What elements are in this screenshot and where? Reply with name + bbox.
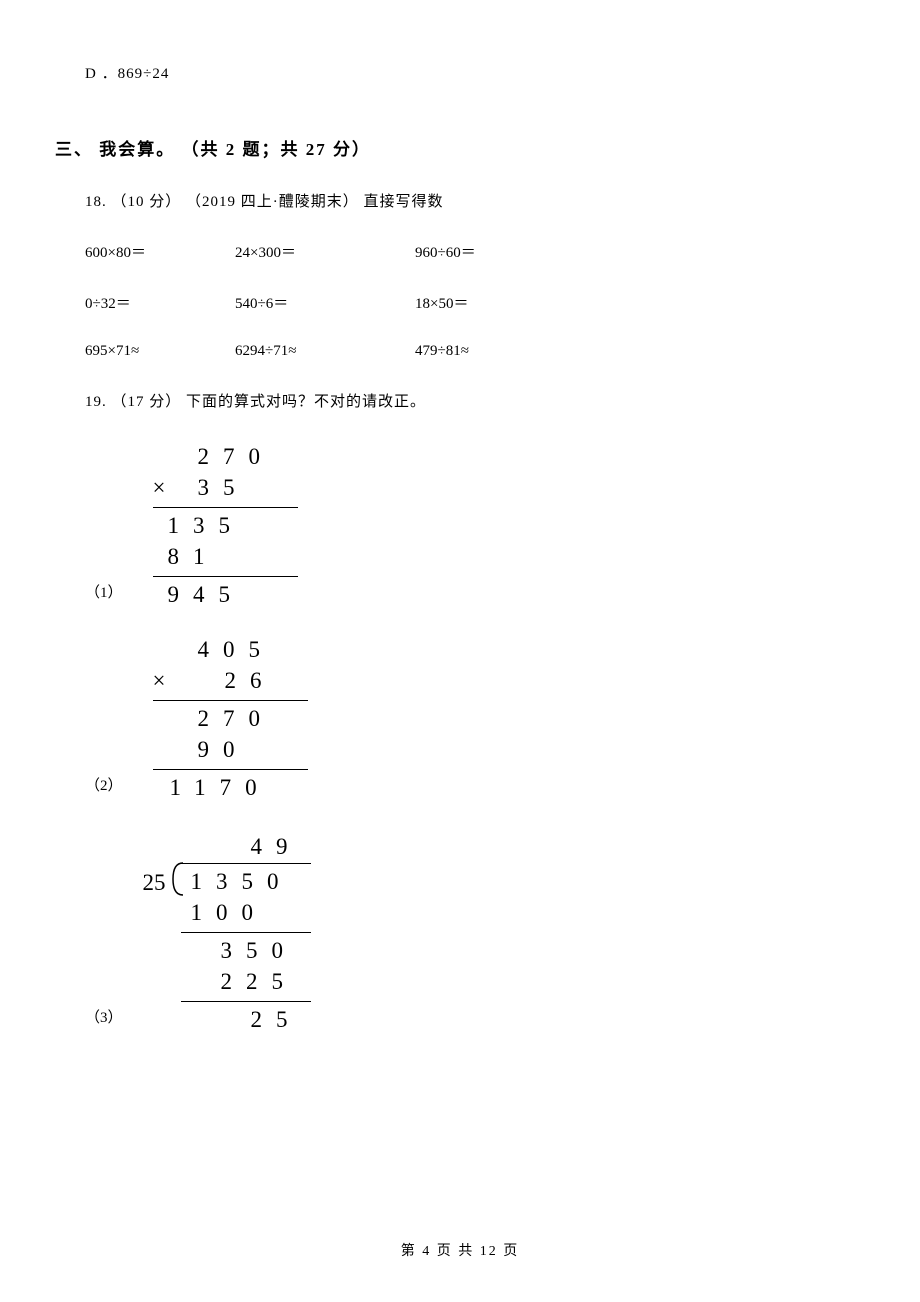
problem-2-container: （2） 405 ×26 270 90 1170 xyxy=(85,634,865,803)
q18-eq: 695×71≈ xyxy=(85,343,235,360)
question-18-prompt: 18. （10 分） （2019 四上·醴陵期末） 直接写得数 xyxy=(85,190,865,211)
problem-3-math: 49 25 1350 100 350 225 25 xyxy=(143,831,328,1034)
q18-row-1: 600×80＝ 24×300＝ 960÷60＝ xyxy=(85,241,865,262)
q18-eq: 540÷6＝ xyxy=(235,292,415,313)
problem-1-math: 270 ×35 135 81 945 xyxy=(143,441,298,610)
division-bracket-icon xyxy=(171,861,185,897)
problem-1-container: （1） 270 ×35 135 81 945 xyxy=(85,441,865,610)
q18-eq: 0÷32＝ xyxy=(85,292,235,313)
q18-eq: 24×300＝ xyxy=(235,241,415,262)
option-d-text: D ．869÷24 xyxy=(85,62,865,83)
problem-1-label: （1） xyxy=(85,581,123,602)
problem-3-container: （3） 49 25 1350 100 350 225 25 xyxy=(85,831,865,1034)
q18-row-2: 0÷32＝ 540÷6＝ 18×50＝ xyxy=(85,292,865,313)
q18-eq: 960÷60＝ xyxy=(415,241,565,262)
q18-row-3: 695×71≈ 6294÷71≈ 479÷81≈ xyxy=(85,343,865,360)
page-footer: 第 4 页 共 12 页 xyxy=(0,1240,920,1260)
q18-eq: 18×50＝ xyxy=(415,292,565,313)
problem-2-label: （2） xyxy=(85,774,123,795)
question-19-prompt: 19. （17 分） 下面的算式对吗？不对的请改正。 xyxy=(85,390,865,411)
q18-eq: 6294÷71≈ xyxy=(235,343,415,360)
q18-eq: 479÷81≈ xyxy=(415,343,565,360)
problem-3-label: （3） xyxy=(85,1006,123,1027)
problem-2-math: 405 ×26 270 90 1170 xyxy=(143,634,308,803)
section-3-header: 三、 我会算。 （共 2 题；共 27 分） xyxy=(55,135,865,160)
q18-eq: 600×80＝ xyxy=(85,241,235,262)
